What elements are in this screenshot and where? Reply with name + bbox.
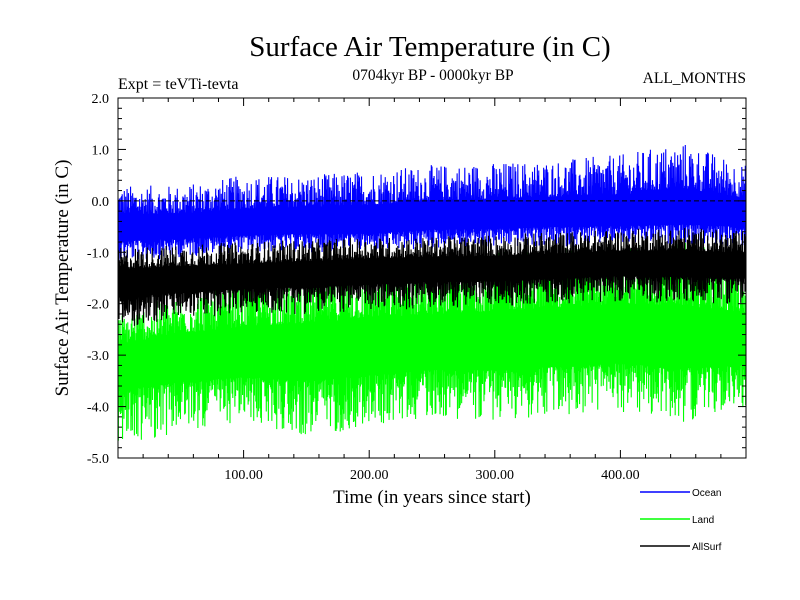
y-tick-label: -1.0 (87, 246, 109, 261)
months-label: ALL_MONTHS (643, 70, 746, 87)
x-axis-label: Time (in years since start) (333, 487, 531, 508)
series-layer (118, 145, 746, 441)
chart-subtitle: 0704kyr BP - 0000kyr BP (352, 67, 513, 84)
y-tick-label: 1.0 (92, 143, 110, 158)
series-line-allsurf (118, 228, 746, 326)
x-tick-label: 100.00 (224, 468, 263, 483)
legend: Ocean Land AllSurf (640, 488, 722, 553)
y-tick-label: -5.0 (87, 452, 109, 467)
series-line-ocean (118, 145, 746, 263)
ticks-layer: -5.0 -4.0 -3.0 -2.0 -1.0 0.0 1.0 2.0 100.00 200.0… (87, 92, 746, 483)
legend-label-ocean: Ocean (692, 488, 721, 499)
y-tick-label: -2.0 (87, 298, 109, 313)
y-tick-label: -3.0 (87, 349, 109, 364)
plot-frame (117, 97, 747, 459)
y-axis-label: Surface Air Temperature (in C) (52, 160, 73, 397)
x-tick-label: 400.00 (601, 468, 640, 483)
experiment-label: Expt = teVTi-tevta (118, 76, 238, 93)
y-tick-label: 0.0 (92, 195, 110, 210)
y-tick-label: -4.0 (87, 401, 109, 416)
y-tick-label: 2.0 (92, 92, 110, 107)
x-tick-label: 300.00 (476, 468, 515, 483)
x-tick-label: 200.00 (350, 468, 389, 483)
legend-label-allsurf: AllSurf (692, 542, 722, 553)
chart-title: Surface Air Temperature (in C) (249, 31, 610, 63)
legend-label-land: Land (692, 515, 714, 526)
